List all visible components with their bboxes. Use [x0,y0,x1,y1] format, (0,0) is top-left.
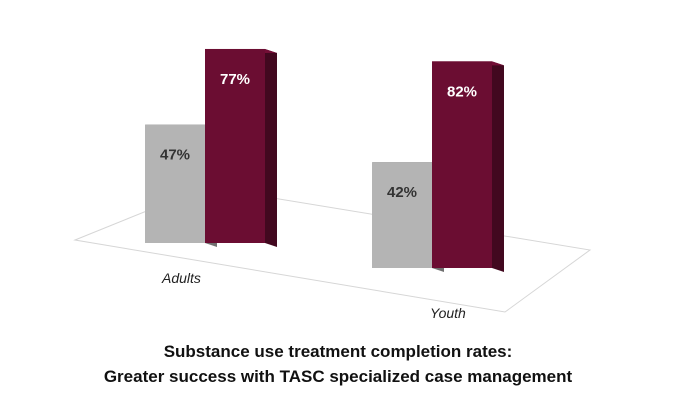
data-label-adults-series-2: 77% [220,71,250,88]
bar-front-adults-series-2 [205,48,265,244]
data-label-youth-series-1: 42% [387,184,417,201]
chart-title-line-2: Greater success with TASC specialized ca… [104,367,573,386]
bar-youth-series-2: 82% [432,61,504,272]
category-label-youth: Youth [430,305,466,321]
bar-front-youth-series-2 [432,61,492,268]
bar-side-youth-series-2 [492,61,504,272]
bar-front-youth-series-1 [372,162,432,268]
data-label-youth-series-2: 82% [447,83,477,100]
bar-side-adults-series-2 [265,48,277,248]
category-labels: Adults Youth [161,270,466,321]
chart-title-line-1: Substance use treatment completion rates… [164,342,513,361]
category-label-adults: Adults [161,270,201,286]
data-label-adults-series-1: 47% [160,147,190,164]
bar-adults-series-2: 77% [205,48,277,248]
bar-front-adults-series-1 [145,124,205,243]
bars-group: 47% 77% 42% 82% [145,48,504,272]
